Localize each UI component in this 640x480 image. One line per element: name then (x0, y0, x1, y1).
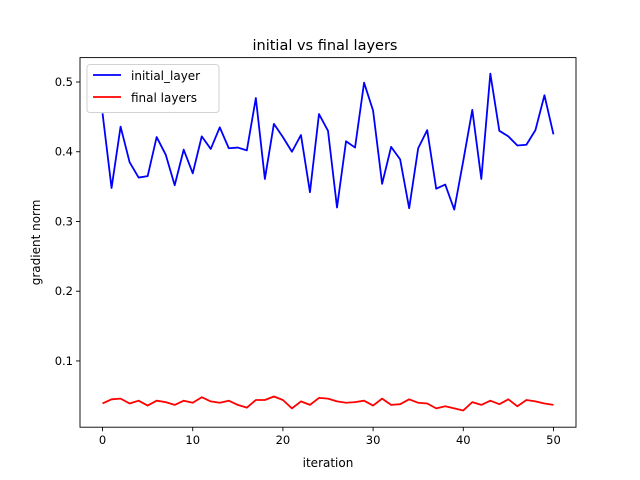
x-axis: 0 10 20 30 40 50 (99, 427, 561, 447)
legend-label-initial-layer: initial_layer (131, 69, 200, 83)
legend-box (86, 64, 220, 114)
y-tick-label: 0.4 (55, 145, 73, 159)
y-tick-label: 0.3 (55, 214, 73, 228)
x-tick-label: 30 (366, 433, 381, 447)
series-line-initial-layer (101, 72, 555, 211)
y-axis: 0.1 0.2 0.3 0.4 0.5 (55, 75, 80, 368)
x-axis-label: iteration (303, 456, 354, 470)
y-tick-label: 0.2 (55, 284, 73, 298)
chart-title: initial vs final layers (252, 38, 397, 54)
y-tick-label: 0.5 (55, 75, 73, 89)
legend-label-final-layers: final layers (131, 91, 197, 105)
series-line-final-layers (102, 395, 554, 412)
legend: initial_layer final layers (86, 64, 220, 114)
y-axis-label: gradient norm (29, 200, 43, 286)
plot-frame (79, 57, 577, 428)
x-tick-label: 20 (276, 433, 291, 447)
x-tick-label: 40 (456, 433, 471, 447)
x-tick-label: 50 (546, 433, 561, 447)
x-tick-label: 10 (185, 433, 200, 447)
y-tick-label: 0.1 (55, 354, 73, 368)
x-tick-label: 0 (99, 433, 106, 447)
plot-lines (101, 72, 555, 412)
